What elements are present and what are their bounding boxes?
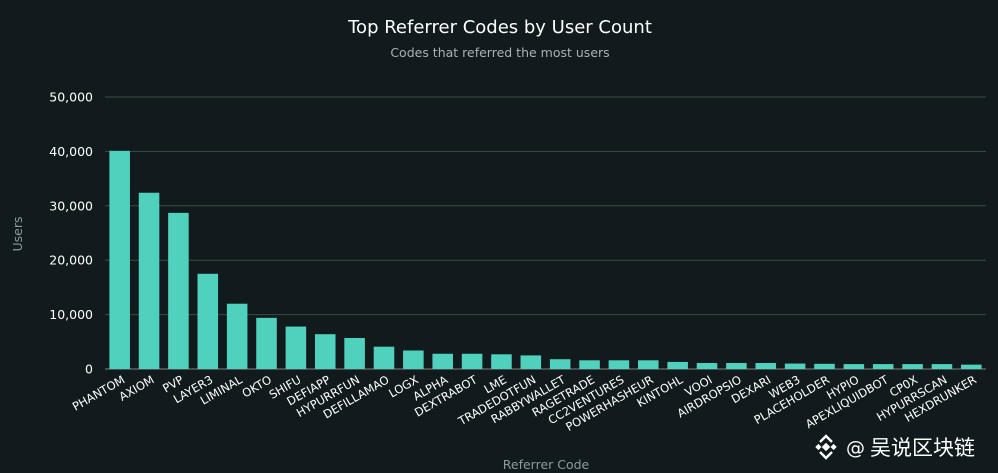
bar-powerhasheur[interactable]: [638, 360, 659, 369]
bar-pvp[interactable]: [168, 212, 189, 369]
bar-dexari[interactable]: [755, 363, 777, 369]
y-tick-label: 20,000: [49, 253, 93, 268]
bar-lme[interactable]: [491, 354, 512, 369]
bar-hexdrunker[interactable]: [961, 364, 982, 369]
bar-hypio[interactable]: [843, 364, 865, 369]
bar-axiom[interactable]: [138, 192, 160, 369]
watermark-at: @: [846, 437, 865, 459]
bar-alpha[interactable]: [432, 353, 453, 369]
bar-defillamao[interactable]: [373, 346, 395, 369]
y-axis-ticks: 0 10,000 20,000 30,000 40,000 50,000: [49, 90, 93, 377]
chart-subtitle: Codes that referred the most users: [390, 45, 609, 60]
bar-logx[interactable]: [403, 350, 424, 369]
y-tick-label: 10,000: [49, 307, 93, 322]
bar-okto[interactable]: [256, 317, 277, 369]
bar-apexliquidbot[interactable]: [872, 364, 894, 369]
chart-title: Top Referrer Codes by User Count: [347, 17, 652, 38]
y-tick-label: 0: [85, 362, 93, 377]
bar-dextrabot[interactable]: [461, 353, 483, 369]
bar-kintohl[interactable]: [667, 361, 688, 369]
x-tick-label: OKTO: [239, 372, 274, 400]
x-axis-label: Referrer Code: [503, 457, 590, 472]
bar-phantom[interactable]: [109, 150, 130, 369]
bar-ragetrade[interactable]: [579, 360, 600, 369]
bar-vooi[interactable]: [696, 363, 718, 369]
bar-shifu[interactable]: [285, 326, 307, 369]
bar-cp0x[interactable]: [902, 364, 923, 369]
watermark-text: 吴说区块链: [870, 436, 975, 460]
bar-layer3[interactable]: [197, 273, 219, 369]
bar-rabbywallet[interactable]: [549, 359, 571, 369]
gridlines: [105, 96, 986, 370]
bar-defiapp[interactable]: [314, 334, 336, 369]
y-tick-label: 30,000: [49, 198, 93, 213]
y-axis-label: Users: [10, 216, 25, 251]
binance-logo-icon: [815, 434, 837, 460]
bar-hypurrfun[interactable]: [344, 337, 365, 369]
bar-hypurrscan[interactable]: [931, 364, 953, 369]
bar-cc2ventures[interactable]: [608, 360, 630, 369]
bar-liminal[interactable]: [226, 303, 248, 369]
bar-placeholder[interactable]: [814, 363, 835, 369]
bar-tradedotfun[interactable]: [520, 355, 542, 369]
watermark: @ 吴说区块链: [815, 434, 975, 460]
y-tick-label: 40,000: [49, 144, 93, 159]
bar-web3[interactable]: [784, 363, 806, 369]
y-tick-label: 50,000: [49, 90, 93, 105]
bars: [109, 150, 982, 369]
bar-airdropsio[interactable]: [726, 363, 747, 369]
